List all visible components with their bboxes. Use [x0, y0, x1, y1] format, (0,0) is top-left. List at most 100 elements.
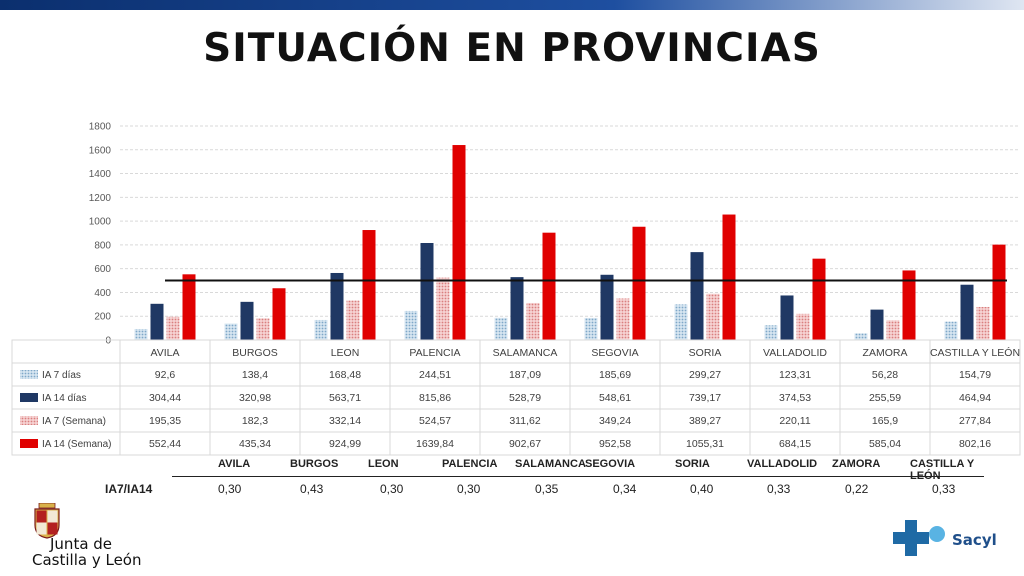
y-tick-label: 800 — [94, 240, 111, 251]
ratio-header: CASTILLA Y LEÓN — [910, 458, 974, 482]
legend-key — [20, 439, 38, 448]
top-banner — [0, 0, 1024, 10]
x-category-label: BURGOS — [232, 347, 278, 359]
data-label: 1055,31 — [686, 438, 724, 450]
data-label: 168,48 — [329, 369, 361, 381]
x-category-label: LEON — [331, 347, 360, 359]
bar-ia-14-d-as-valladolid — [780, 295, 794, 340]
junta-logo-text: Junta de Castilla y León — [32, 536, 141, 568]
ratio-value: 0,22 — [845, 482, 869, 496]
bar-ia-14-semana--valladolid — [812, 258, 826, 340]
bar-ia-7-semana--castilla-y-le-n — [976, 306, 990, 340]
ratio-value: 0,34 — [613, 482, 637, 496]
x-category-label: PALENCIA — [409, 347, 460, 359]
y-tick-label: 1600 — [89, 145, 112, 156]
data-label: 374,53 — [779, 392, 811, 404]
chart: 0 200 400 600 800 1000 1200 1400 1600 1800 AVILA B… — [11, 122, 1021, 456]
bar-ia-7-d-as-zamora — [854, 333, 868, 340]
y-tick-label: 200 — [94, 312, 111, 323]
data-label: 299,27 — [689, 369, 721, 381]
sacyl-cross-icon — [893, 520, 945, 556]
bar-ia-7-semana--zamora — [886, 320, 900, 340]
bar-ia-14-d-as-soria — [690, 252, 704, 340]
ratio-row-label: IA7/IA14 — [105, 482, 153, 496]
ratio-header: AVILA — [218, 458, 251, 470]
data-label: 802,16 — [959, 438, 991, 450]
data-label: 182,3 — [242, 415, 268, 427]
ratio-value: 0,43 — [300, 482, 324, 496]
bar-ia-7-d-as-segovia — [584, 317, 598, 340]
data-label: 187,09 — [509, 369, 541, 381]
data-label: 56,28 — [872, 369, 898, 381]
ratio-value: 0,30 — [457, 482, 481, 496]
bar-ia-7-semana--burgos — [256, 318, 270, 340]
bar-ia-14-d-as-burgos — [240, 301, 254, 340]
ratio-value: 0,30 — [380, 482, 404, 496]
bar-ia-14-d-as-segovia — [600, 274, 614, 340]
data-label: 684,15 — [779, 438, 811, 450]
data-label: 220,11 — [779, 415, 810, 427]
data-label: 320,98 — [239, 392, 271, 404]
y-tick-label: 1800 — [89, 122, 112, 133]
data-label: 255,59 — [869, 392, 901, 404]
bar-ia-7-d-as-leon — [314, 319, 328, 340]
bar-ia-7-semana--soria — [706, 293, 720, 340]
bar-ia-14-semana--salamanca — [542, 232, 556, 340]
legend-key — [20, 370, 38, 379]
x-category-label: ZAMORA — [863, 347, 908, 359]
bar-ia-7-d-as-castilla-y-le-n — [944, 321, 958, 340]
bar-ia-7-d-as-palencia — [404, 310, 418, 340]
bar-ia-14-d-as-palencia — [420, 243, 434, 340]
data-label: 92,6 — [155, 369, 176, 381]
data-label: 552,44 — [149, 438, 181, 450]
y-tick-label: 0 — [105, 336, 111, 347]
data-label: 195,35 — [149, 415, 181, 427]
x-category-label: AVILA — [151, 347, 180, 359]
legend-key — [20, 416, 38, 425]
y-tick-label: 1000 — [89, 217, 112, 228]
bar-ia-14-semana--segovia — [632, 226, 646, 340]
bar-ia-7-semana--segovia — [616, 298, 630, 340]
bar-ia-14-semana--burgos — [272, 288, 286, 340]
data-label: 952,58 — [599, 438, 631, 450]
y-tick-label: 600 — [94, 264, 111, 275]
coat-of-arms-icon — [34, 503, 60, 539]
legend-label: IA 7 días — [42, 370, 81, 381]
bar-ia-14-d-as-zamora — [870, 309, 884, 340]
data-label: 548,61 — [599, 392, 631, 404]
bar-ia-7-d-as-soria — [674, 304, 688, 340]
sacyl-logo-text: Sacyl — [952, 531, 997, 549]
bar-ia-7-d-as-salamanca — [494, 317, 508, 340]
y-tick-label: 1200 — [89, 193, 112, 204]
ratio-header: VALLADOLID — [747, 458, 818, 470]
bar-ia-7-semana--palencia — [436, 277, 450, 340]
bar-ia-7-d-as-valladolid — [764, 325, 778, 340]
data-label: 123,31 — [779, 369, 811, 381]
data-label: 154,79 — [959, 369, 991, 381]
ratio-value: 0,35 — [535, 482, 559, 496]
bar-ia-7-semana--avila — [166, 316, 180, 340]
data-label: 389,27 — [689, 415, 721, 427]
bar-ia-7-semana--leon — [346, 300, 360, 340]
data-label: 563,71 — [329, 392, 361, 404]
bar-ia-14-semana--castilla-y-le-n — [992, 244, 1006, 340]
data-label: 349,24 — [599, 415, 631, 427]
data-label: 528,79 — [509, 392, 541, 404]
ratio-header: PALENCIA — [442, 458, 498, 470]
bar-ia-14-d-as-leon — [330, 272, 344, 340]
data-label: 304,44 — [149, 392, 181, 404]
bar-ia-14-d-as-avila — [150, 303, 164, 340]
bar-ia-14-semana--zamora — [902, 270, 916, 340]
data-label: 311,62 — [509, 415, 540, 427]
data-label: 165,9 — [872, 415, 898, 427]
data-label: 924,99 — [329, 438, 361, 450]
x-category-label: SORIA — [689, 347, 722, 359]
x-category-label: CASTILLA Y LEÓN — [930, 346, 1020, 359]
legend-label: IA 14 días — [42, 393, 86, 404]
x-category-label: SALAMANCA — [493, 347, 558, 359]
data-label: 464,94 — [959, 392, 991, 404]
bar-ia-14-semana--soria — [722, 214, 736, 340]
bar-ia-7-semana--valladolid — [796, 313, 810, 340]
ratio-value: 0,33 — [932, 482, 956, 496]
bar-ia-14-d-as-castilla-y-le-n — [960, 284, 974, 340]
